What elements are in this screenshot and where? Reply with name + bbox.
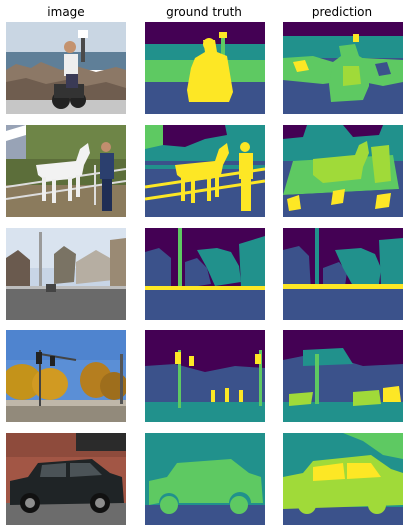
row4-ground-truth [145,330,265,422]
row5-prediction [283,433,403,525]
row4-prediction [283,330,403,422]
header-image: image [47,5,85,19]
row1-image [6,22,126,114]
row3-prediction [283,228,403,320]
row2-image [6,125,126,217]
row2-ground-truth [145,125,265,217]
row2-prediction [283,125,403,217]
row5-ground-truth [145,433,265,525]
row3-ground-truth [145,228,265,320]
row1-ground-truth [145,22,265,114]
header-prediction: prediction [311,5,373,19]
header-ground-truth: ground truth [166,5,242,19]
row5-image [6,433,126,525]
row3-image [6,228,126,320]
row4-image [6,330,126,422]
row1-prediction [283,22,403,114]
